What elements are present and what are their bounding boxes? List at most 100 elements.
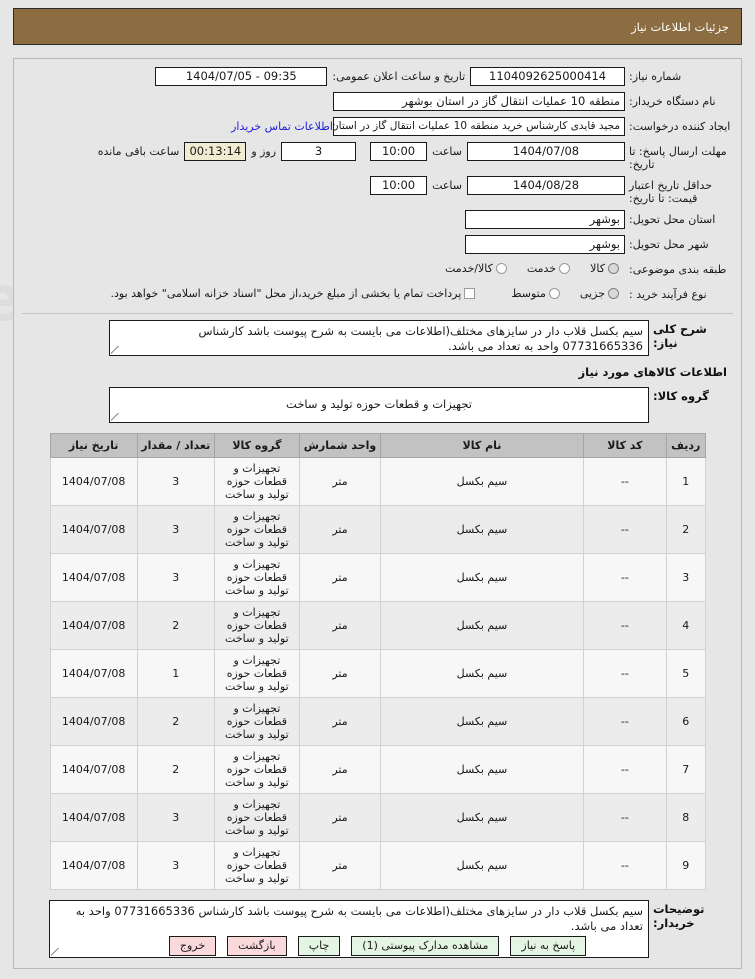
buyer-org-label: نام دستگاه خریدار: xyxy=(629,95,716,108)
cell-quantity: 3 xyxy=(136,793,215,842)
cell-goods-code: -- xyxy=(582,841,667,890)
cell-goods-code: -- xyxy=(582,553,667,602)
cell-unit: متر xyxy=(298,649,382,698)
city-label: شهر محل تحویل: xyxy=(629,238,709,251)
cell-goods-code: -- xyxy=(582,697,667,746)
creator-field[interactable]: مجید قایدی کارشناس خرید منطقه 10 عملیات … xyxy=(333,117,625,136)
col-header-group: گروه کالا xyxy=(213,433,300,458)
col-header-date: تاریخ نیاز xyxy=(49,433,138,458)
category-option-goods-service[interactable]: کالا/خدمت xyxy=(445,262,513,275)
category-option-goods[interactable]: کالا xyxy=(590,262,625,275)
cell-goods-group: تجهیزات و قطعات حوزه تولید و ساخت xyxy=(213,601,300,650)
process-option-medium[interactable]: متوسط xyxy=(511,287,566,300)
cell-need-date: 1404/07/08 xyxy=(49,793,138,842)
button-2[interactable]: چاپ xyxy=(297,936,341,956)
divider xyxy=(22,313,733,314)
cell-row-number: 3 xyxy=(665,553,706,602)
need-number-label: شماره نیاز: xyxy=(629,70,682,83)
row-buyer-org: نام دستگاه خریدار: منطقه 10 عملیات انتقا… xyxy=(20,92,735,112)
table-row: 3 -- سیم بکسل متر تجهیزات و قطعات حوزه تولید… xyxy=(49,553,706,602)
cell-row-number: 5 xyxy=(665,649,706,698)
cell-goods-name: سیم بکسل xyxy=(380,697,584,746)
category-option-goods-label: کالا xyxy=(590,262,605,275)
button-1[interactable]: مشاهده مدارک پیوستی (1) xyxy=(351,936,500,956)
cell-goods-name: سیم بکسل xyxy=(380,553,584,602)
checkbox-icon[interactable] xyxy=(464,288,476,299)
radio-selected-icon[interactable] xyxy=(608,288,619,299)
cell-quantity: 2 xyxy=(136,601,215,650)
buyer-contact-link[interactable]: اطلاعات تماس خریدار xyxy=(231,120,333,133)
buyer-org-field[interactable]: منطقه 10 عملیات انتقال گاز در استان بوشه… xyxy=(333,92,625,111)
row-deadline: مهلت ارسال پاسخ: تا تاریخ: 1404/07/08 سا… xyxy=(20,142,735,171)
radio-icon[interactable] xyxy=(559,263,571,274)
button-3[interactable]: بازگشت xyxy=(227,936,287,956)
cell-goods-group: تجهیزات و قطعات حوزه تولید و ساخت xyxy=(213,649,300,698)
cell-goods-name: سیم بکسل xyxy=(380,745,584,794)
need-details-panel: شماره نیاز: 1104092625000414 تاریخ و ساع… xyxy=(13,58,742,969)
city-field[interactable]: بوشهر xyxy=(465,235,625,254)
treasury-checkbox-label: پرداخت تمام یا بخشی از مبلغ خرید،از محل … xyxy=(110,287,462,300)
button-0[interactable]: پاسخ به نیاز xyxy=(510,936,587,956)
radio-icon[interactable] xyxy=(548,288,560,299)
cell-need-date: 1404/07/08 xyxy=(49,553,138,602)
category-radio-group: کالا خدمت کالا/خدمت xyxy=(431,260,625,275)
table-row: 8 -- سیم بکسل متر تجهیزات و قطعات حوزه تولید… xyxy=(49,793,706,842)
days-left-field[interactable]: 3 xyxy=(281,142,357,161)
public-announce-label: تاریخ و ساعت اعلان عمومی: xyxy=(332,70,466,83)
cell-quantity: 3 xyxy=(136,553,215,602)
validity-time-field[interactable]: 10:00 xyxy=(370,176,428,195)
action-button-bar: پاسخ به نیاز مشاهده مدارک پیوستی (1) چاپ با… xyxy=(0,936,755,956)
radio-selected-icon[interactable] xyxy=(608,263,619,274)
summary-label: شرح کلی نیاز: xyxy=(653,322,707,350)
cell-goods-name: سیم بکسل xyxy=(380,601,584,650)
validity-date-field[interactable]: 1404/08/28 xyxy=(467,176,625,195)
need-number-field[interactable]: 1104092625000414 xyxy=(470,67,625,86)
days-and-label: روز و xyxy=(251,145,277,158)
cell-goods-code: -- xyxy=(582,505,667,554)
table-header-row: ردیف کد کالا نام کالا واحد شمارش گروه کا… xyxy=(49,433,706,458)
cell-quantity: 3 xyxy=(136,505,215,554)
cell-goods-group: تجهیزات و قطعات حوزه تولید و ساخت xyxy=(213,745,300,794)
row-province: استان محل تحویل: بوشهر xyxy=(20,210,735,230)
cell-quantity: 3 xyxy=(136,457,215,506)
cell-row-number: 6 xyxy=(665,697,706,746)
goods-group-textarea[interactable]: تجهیزات و قطعات حوزه تولید و ساخت xyxy=(109,387,649,423)
treasury-checkbox-item[interactable]: پرداخت تمام یا بخشی از مبلغ خرید،از محل … xyxy=(111,287,482,300)
cell-quantity: 3 xyxy=(136,841,215,890)
button-4[interactable]: خروج xyxy=(168,936,217,956)
process-option-minor[interactable]: جزیی xyxy=(580,287,625,300)
cell-row-number: 4 xyxy=(665,601,706,650)
process-option-minor-label: جزیی xyxy=(579,287,605,300)
public-announce-field[interactable]: 09:35 - 1404/07/05 xyxy=(155,67,328,86)
row-subject-category: طبقه بندی موضوعی: کالا خدمت کالا/خدمت xyxy=(20,260,735,280)
remaining-label: ساعت باقی مانده xyxy=(97,145,180,158)
cell-unit: متر xyxy=(298,697,382,746)
cell-row-number: 1 xyxy=(665,457,706,506)
cell-unit: متر xyxy=(298,841,382,890)
deadline-time-field[interactable]: 10:00 xyxy=(370,142,428,161)
province-label: استان محل تحویل: xyxy=(629,213,716,226)
creator-label: ایجاد کننده درخواست: xyxy=(629,120,731,133)
cell-need-date: 1404/07/08 xyxy=(49,697,138,746)
province-field[interactable]: بوشهر xyxy=(465,210,625,229)
deadline-hour-label: ساعت xyxy=(432,145,462,158)
cell-unit: متر xyxy=(298,601,382,650)
row-price-validity: حداقل تاریخ اعتبار قیمت: تا تاریخ: 1404/… xyxy=(20,176,735,205)
cell-goods-name: سیم بکسل xyxy=(380,649,584,698)
cell-goods-group: تجهیزات و قطعات حوزه تولید و ساخت xyxy=(213,553,300,602)
cell-unit: متر xyxy=(298,553,382,602)
table-row: 9 -- سیم بکسل متر تجهیزات و قطعات حوزه تولید… xyxy=(49,841,706,890)
row-summary: شرح کلی نیاز: سیم بکسل قلاب دار در سایزه… xyxy=(20,320,735,356)
summary-textarea[interactable]: سیم بکسل قلاب دار در سایزهای مختلف(اطلاع… xyxy=(109,320,649,356)
table-row: 1 -- سیم بکسل متر تجهیزات و قطعات حوزه تولید… xyxy=(49,457,706,506)
cell-unit: متر xyxy=(298,745,382,794)
cell-unit: متر xyxy=(298,793,382,842)
deadline-date-field[interactable]: 1404/07/08 xyxy=(467,142,625,161)
cell-goods-code: -- xyxy=(582,649,667,698)
cell-goods-group: تجهیزات و قطعات حوزه تولید و ساخت xyxy=(213,697,300,746)
category-option-service[interactable]: خدمت xyxy=(527,262,576,275)
cell-quantity: 2 xyxy=(136,697,215,746)
radio-icon[interactable] xyxy=(495,263,507,274)
table-row: 2 -- سیم بکسل متر تجهیزات و قطعات حوزه تولید… xyxy=(49,505,706,554)
cell-need-date: 1404/07/08 xyxy=(49,505,138,554)
